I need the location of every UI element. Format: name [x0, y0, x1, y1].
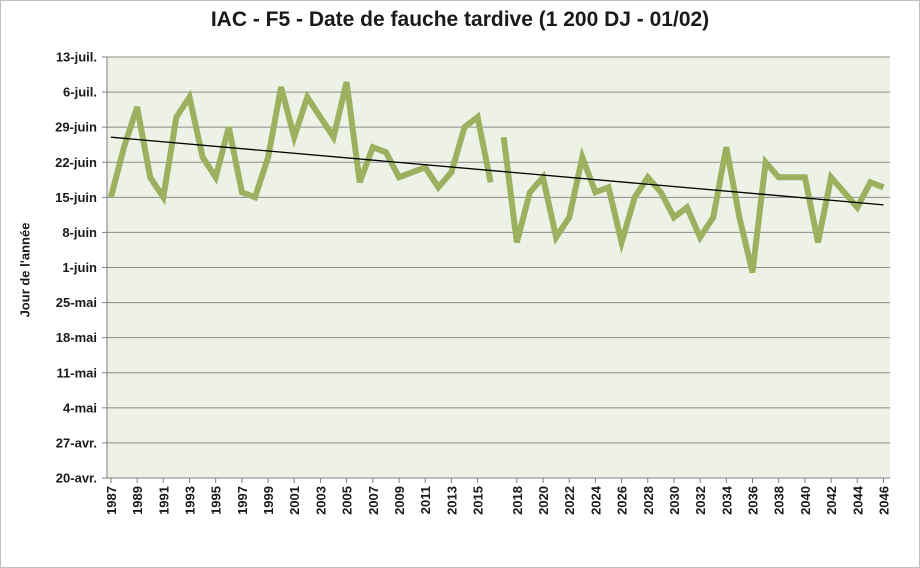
y-tick-label: 25-mai: [56, 295, 97, 310]
y-tick-label: 13-juil.: [56, 50, 97, 65]
x-tick-label: 2007: [366, 486, 381, 515]
y-tick-label: 1-juin: [62, 260, 97, 275]
y-tick-label: 6-juil.: [63, 85, 97, 100]
x-tick-label: 2001: [287, 486, 302, 515]
x-tick-label: 2020: [536, 486, 551, 515]
y-tick-label: 8-juin: [62, 225, 97, 240]
x-tick-label: 1991: [156, 486, 171, 515]
x-tick-label: 2032: [693, 486, 708, 515]
x-tick-label: 2005: [340, 486, 355, 515]
x-tick-label: 1987: [104, 486, 119, 515]
x-tick-label: 2011: [418, 486, 433, 514]
x-tick-label: 2034: [719, 485, 734, 515]
y-tick-label: 15-juin: [55, 190, 97, 205]
x-tick-label: 2044: [850, 485, 865, 515]
x-tick-label: 2026: [615, 486, 630, 515]
x-tick-label: 1993: [182, 486, 197, 515]
x-tick-label: 2046: [876, 486, 891, 515]
series-line: [500, 136, 885, 274]
y-tick-label: 11-mai: [57, 365, 97, 380]
y-tick-label: 22-juin: [55, 155, 97, 170]
x-tick-label: 2030: [667, 486, 682, 515]
x-tick-label: 2038: [772, 486, 787, 515]
x-tick-label: 2015: [471, 486, 486, 515]
y-tick-label: 20-avr.: [56, 471, 97, 486]
x-tick-label: 2022: [562, 486, 577, 515]
y-tick-label: 4-mai: [63, 400, 97, 415]
series-line: [107, 81, 494, 206]
x-tick-label: 2009: [392, 486, 407, 515]
x-tick-label: 2040: [798, 486, 813, 515]
x-tick-label: 1989: [130, 486, 145, 515]
x-tick-label: 2028: [641, 486, 656, 515]
chart-title: IAC - F5 - Date de fauche tardive (1 200…: [210, 8, 710, 31]
x-tick-label: 2036: [746, 486, 761, 515]
y-tick-label: 29-juin: [55, 120, 97, 135]
y-tick-label: 27-avr.: [56, 435, 97, 450]
x-tick-label: 2013: [444, 486, 459, 515]
x-tick-label: 1995: [209, 486, 224, 515]
trend-line: [110, 136, 884, 206]
y-tick-label: 18-mai: [56, 330, 97, 345]
x-tick-label: 2042: [824, 486, 839, 515]
x-tick-label: 2003: [313, 486, 328, 515]
x-tick-label: 2024: [588, 485, 603, 515]
x-tick-label: 1999: [261, 486, 276, 515]
x-tick-label: 2018: [510, 486, 525, 515]
x-tick-label: 1997: [235, 486, 250, 515]
